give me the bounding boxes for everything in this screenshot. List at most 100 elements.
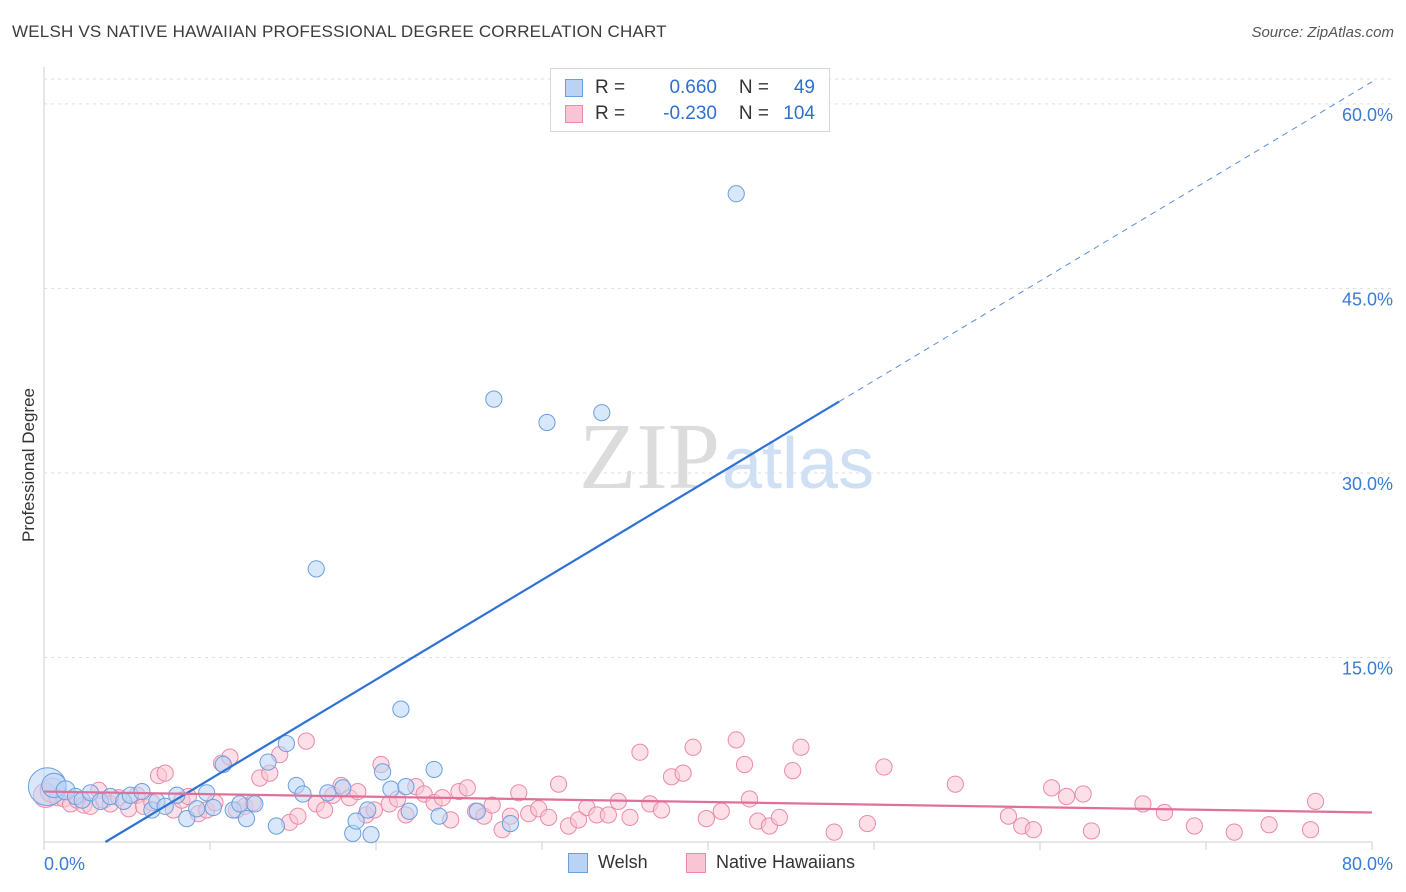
welsh-trend-extension xyxy=(838,81,1373,403)
welsh-point xyxy=(382,780,400,798)
legend-item-hawaiian[interactable]: Native Hawaiians xyxy=(686,852,855,873)
hawaiian-point xyxy=(315,801,334,819)
series-legend: Welsh Native Hawaiians xyxy=(0,852,1406,878)
welsh-point xyxy=(430,807,448,825)
x-axis-ticks xyxy=(43,842,1373,850)
welsh-point xyxy=(237,810,256,828)
hawaiian-point xyxy=(1301,821,1320,839)
legend-swatch-welsh xyxy=(565,79,583,97)
welsh-point xyxy=(501,814,520,833)
legend-item-welsh[interactable]: Welsh xyxy=(568,852,648,873)
hawaiian-point xyxy=(599,806,618,824)
legend-swatch-welsh xyxy=(568,852,588,873)
welsh-point xyxy=(392,700,410,718)
welsh-point xyxy=(319,784,337,802)
legend-n-label: N = xyxy=(738,77,769,98)
hawaiian-point xyxy=(483,796,501,814)
legend-r-label: R = xyxy=(595,77,626,98)
y-tick-label: 30.0% xyxy=(1342,474,1393,494)
hawaiian-point xyxy=(999,807,1018,825)
hawaiian-point xyxy=(550,775,568,793)
welsh-point xyxy=(468,802,486,820)
watermark-atlas: atlas xyxy=(722,424,874,504)
hawaiian-point xyxy=(289,807,307,825)
grid-lines xyxy=(44,78,1394,658)
hawaiian-point xyxy=(825,823,843,841)
legend-r-label: R = xyxy=(595,103,626,124)
hawaiian-point xyxy=(770,808,788,826)
legend-n-label: N = xyxy=(738,103,769,124)
x-tick-label-min: 0.0% xyxy=(44,854,85,874)
welsh-point xyxy=(277,734,295,753)
welsh-point xyxy=(400,802,418,820)
source-credit: Source: ZipAtlas.com xyxy=(1251,24,1394,41)
hawaiian-point xyxy=(784,762,802,780)
welsh-point xyxy=(267,817,285,835)
legend-label-welsh: Welsh xyxy=(598,852,648,872)
hawaiian-point xyxy=(740,790,759,808)
hawaiian-point xyxy=(674,764,692,782)
hawaiian-point xyxy=(684,738,702,756)
x-tick-label-max: 80.0% xyxy=(1342,854,1393,874)
hawaiian-point xyxy=(1082,822,1101,840)
hawaiian-point xyxy=(1306,792,1325,811)
welsh-point xyxy=(259,753,277,771)
y-tick-label: 15.0% xyxy=(1342,658,1393,678)
legend-label-hawaiian: Native Hawaiians xyxy=(716,852,856,872)
hawaiian-point xyxy=(1024,821,1042,839)
welsh-point xyxy=(538,413,556,432)
hawaiian-point xyxy=(458,779,476,797)
welsh-point xyxy=(294,785,312,803)
hawaiian-point xyxy=(712,802,730,820)
welsh-point xyxy=(246,795,264,813)
welsh-point xyxy=(347,812,365,830)
hawaiian-point xyxy=(156,764,174,782)
trend-lines xyxy=(43,81,1373,843)
legend-swatch-hawaiian xyxy=(565,105,583,123)
welsh-point xyxy=(188,800,206,818)
hawaiian-point xyxy=(540,808,558,826)
legend-n-value: 104 xyxy=(783,103,815,124)
hawaiian-point xyxy=(631,743,649,761)
welsh-points xyxy=(27,185,745,844)
hawaiian-point xyxy=(569,811,588,829)
welsh-point xyxy=(231,795,249,813)
legend-n-value: 49 xyxy=(793,77,815,98)
hawaiian-point xyxy=(727,731,745,749)
hawaiian-points xyxy=(33,731,1325,841)
watermark-zip: ZIP xyxy=(579,405,720,509)
legend-row-hawaiian: R = -0.230 N = 104 xyxy=(565,101,815,127)
welsh-point xyxy=(593,404,611,422)
welsh-point xyxy=(204,798,222,817)
welsh-point xyxy=(485,390,503,408)
y-tick-label: 60.0% xyxy=(1342,105,1393,125)
hawaiian-point xyxy=(735,755,754,774)
chart-title: WELSH VS NATIVE HAWAIIAN PROFESSIONAL DE… xyxy=(12,22,667,41)
y-tick-labels: 15.0% 30.0% 45.0% 60.0% xyxy=(1342,105,1393,679)
hawaiian-point xyxy=(1260,816,1278,834)
y-axis-label-wrap: Professional Degree xyxy=(14,300,44,630)
y-axis-label: Professional Degree xyxy=(19,387,38,543)
hawaiian-point xyxy=(1185,817,1203,835)
hawaiian-point xyxy=(946,775,964,793)
welsh-trend-line xyxy=(104,400,840,843)
welsh-point xyxy=(425,760,443,779)
hawaiian-point xyxy=(875,758,893,776)
hawaiian-point xyxy=(858,814,876,833)
hawaiian-point xyxy=(621,808,639,826)
welsh-point xyxy=(397,778,415,796)
legend-r-value: -0.230 xyxy=(663,103,717,124)
welsh-point xyxy=(727,185,745,203)
hawaiian-point xyxy=(1225,823,1243,841)
welsh-point xyxy=(334,779,352,797)
legend-row-welsh: R = 0.660 N = 49 xyxy=(565,75,815,101)
hawaiian-point xyxy=(510,784,528,802)
welsh-point xyxy=(362,826,380,844)
hawaiian-point xyxy=(1155,803,1174,822)
welsh-point xyxy=(133,782,151,801)
stats-legend: R = 0.660 N = 49 R = -0.230 N = 104 xyxy=(550,68,830,132)
welsh-point xyxy=(198,784,216,802)
hawaiian-point xyxy=(652,801,671,819)
welsh-point xyxy=(374,763,392,781)
